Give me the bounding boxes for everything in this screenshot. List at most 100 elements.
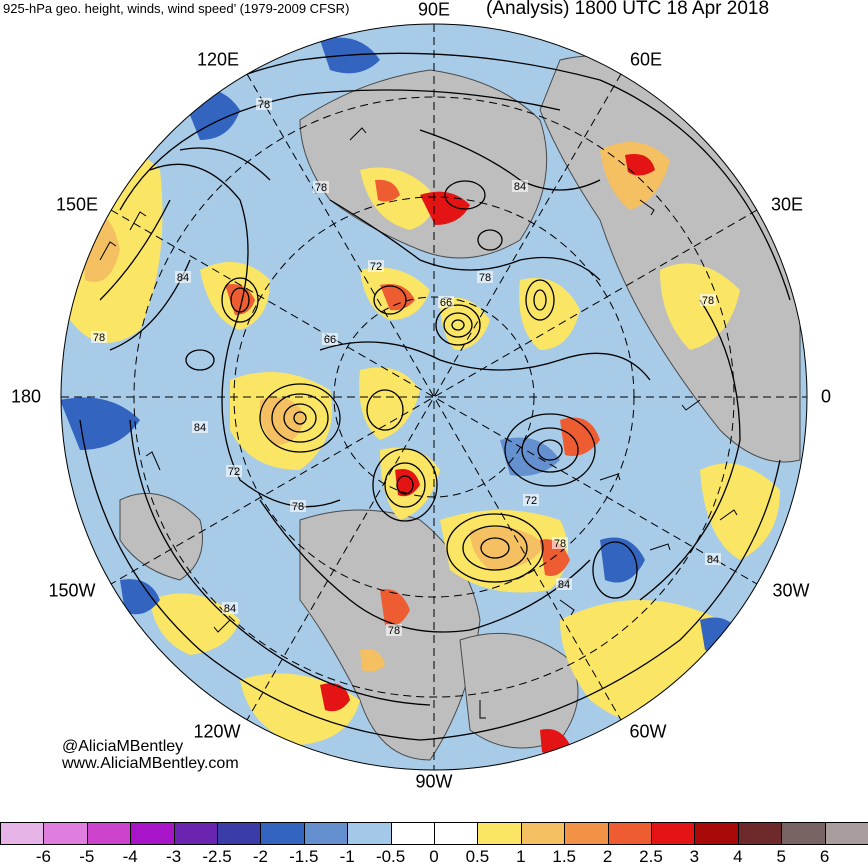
contour-label-bg <box>313 181 329 193</box>
map-disk <box>61 24 807 770</box>
colorbar-tick-label: 0 <box>429 847 439 866</box>
contour-label-bg <box>322 333 338 345</box>
colorbar-tick-label: 5 <box>776 847 786 866</box>
colorbar-tick-label: -0.5 <box>375 847 406 866</box>
colorbar-cell <box>694 822 739 845</box>
colorbar-cell <box>520 822 566 845</box>
contour-label: 78 <box>479 272 491 284</box>
contour-label: 84 <box>558 579 570 591</box>
colorbar-tick-label: 2.5 <box>639 847 663 866</box>
colorbar-cell <box>260 822 305 845</box>
contour-label-bg <box>175 271 191 283</box>
colorbar-cell <box>86 822 132 845</box>
contour-label-bg <box>386 624 402 636</box>
contour-label: 72 <box>370 261 382 273</box>
contour-label: 78 <box>93 332 105 344</box>
contour-label: 78 <box>388 625 400 637</box>
credit-handle: @AliciaMBentley <box>62 738 184 755</box>
colorbar-cell <box>737 822 783 845</box>
contour-label: 78 <box>258 99 270 111</box>
polar-map: 78 78 84 78 72 78 78 66 66 84 72 78 72 78 84 84 84 78 84 <box>60 23 808 771</box>
contour-label: 72 <box>228 466 240 478</box>
lon-label-150w: 150W <box>48 580 96 601</box>
colorbar-tick-label: 2 <box>602 847 613 866</box>
contour-label-bg <box>192 421 208 433</box>
lon-label-120e: 120E <box>196 49 240 70</box>
colorbar-tick-label: 0.5 <box>465 847 490 866</box>
contour-label-bg <box>368 260 384 272</box>
lon-label-0: 0 <box>820 386 832 407</box>
contour-label-bg <box>256 98 272 110</box>
credit-website: www.AliciaMBentley.com <box>62 755 239 772</box>
colorbar-cell <box>390 822 435 845</box>
contour-label: 66 <box>440 297 452 309</box>
contour-label-bg <box>705 553 721 565</box>
colorbar-cell <box>303 822 349 845</box>
anomaly-shading <box>61 37 780 755</box>
colorbar-tick-label: 1 <box>516 847 526 866</box>
colorbar-cell <box>173 822 218 845</box>
contour-label: 84 <box>194 422 206 434</box>
lon-label-150e: 150E <box>55 194 99 215</box>
contour-labels: 78 78 84 78 72 78 78 66 66 84 72 78 72 78 84 84 84 78 84 <box>91 98 721 637</box>
contour-label-bg <box>222 602 238 614</box>
colorbar-tick-label: -1.5 <box>289 847 319 866</box>
colorbar-cell <box>130 822 175 845</box>
lon-label-120w: 120W <box>193 721 241 742</box>
contour-label: 78 <box>554 538 566 550</box>
contour-label: 84 <box>224 603 236 615</box>
contour-label-bg <box>523 494 539 506</box>
lon-label-60e: 60E <box>629 49 663 70</box>
contour-label: 78 <box>292 501 304 513</box>
contour-label: 78 <box>702 295 714 307</box>
contour-label-bg <box>438 296 454 308</box>
contour-label-bg <box>700 294 716 306</box>
wind-barbs <box>99 127 738 719</box>
contour-label-bg <box>477 271 493 283</box>
colorbar-tick-label: -4 <box>122 847 138 866</box>
contour-label: 66 <box>324 334 336 346</box>
lon-label-180: 180 <box>10 386 42 407</box>
contour-label-bg <box>512 180 528 192</box>
contour-label-bg <box>226 465 242 477</box>
colorbar-tick-label: 1.5 <box>552 847 577 866</box>
colorbar-cell <box>347 822 392 845</box>
colorbar-cell <box>43 822 88 845</box>
contour-label-bg <box>91 331 107 343</box>
colorbar-cell <box>781 822 826 845</box>
contour-label: 72 <box>525 495 537 507</box>
colorbar-tick-label: -2.5 <box>202 847 232 866</box>
contour-label-bg <box>290 500 306 512</box>
colorbar-tick-label: 6 <box>819 847 830 866</box>
contour-label: 84 <box>707 554 719 566</box>
colorbar-cell <box>0 822 45 845</box>
height-contours <box>79 52 791 741</box>
lon-label-30e: 30E <box>770 194 804 215</box>
map-border <box>60 23 808 771</box>
colorbar-cell <box>607 822 652 845</box>
lat-lon-grid <box>61 24 807 770</box>
contour-label-bg <box>556 578 572 590</box>
colorbar-cell <box>651 822 696 845</box>
colorbar-cell <box>217 822 262 845</box>
colorbar-tick-label: -6 <box>35 847 51 866</box>
lon-label-30w: 30W <box>772 580 810 601</box>
map-title: (Analysis) 1800 UTC 18 Apr 2018 <box>486 0 770 19</box>
contour-label: 78 <box>315 182 327 194</box>
colorbar-cell <box>824 822 868 845</box>
contour-label: 84 <box>177 272 189 284</box>
lon-label-90w: 90W <box>415 771 453 792</box>
colorbar-tick-label: 3 <box>689 847 700 866</box>
colorbar-cell <box>477 822 522 845</box>
lon-label-60w: 60W <box>629 721 667 742</box>
colorbar-tick-label: -5 <box>79 847 95 866</box>
map-subtitle: 925-hPa geo. height, winds, wind speed’ … <box>3 1 350 16</box>
contour-label-bg <box>552 537 568 549</box>
colorbar-tick-label: 4 <box>733 847 743 866</box>
colorbar-tick-label: -1 <box>339 847 355 866</box>
colorbar-tick-label: -2 <box>252 847 268 866</box>
colorbar: -6 -5 -4 -3 -2.5 -2 -1.5 -1 -0.5 0 0.5 1 1.5 2 2.5 3 4 5 6 <box>0 822 868 866</box>
colorbar-cell <box>564 822 609 845</box>
colorbar-tick-label: -3 <box>166 847 182 866</box>
colorbar-cell <box>434 822 479 845</box>
